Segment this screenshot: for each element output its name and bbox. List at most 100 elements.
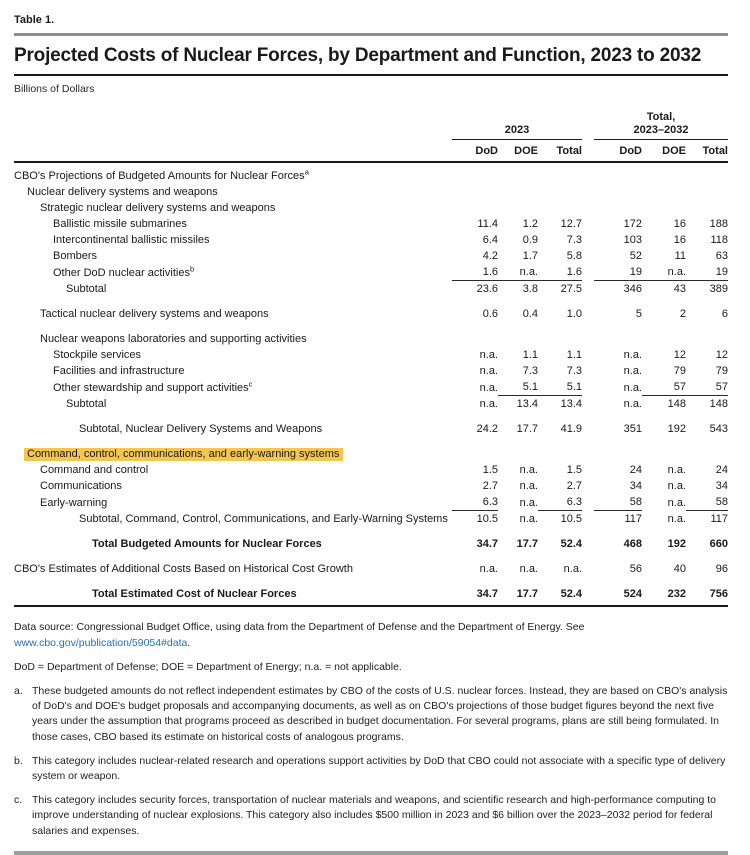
value-total-2023: 7.3 (566, 365, 582, 378)
column-group-line2: 2023 (504, 123, 530, 136)
footnote-text: These budgeted amounts do not reflect in… (32, 684, 728, 743)
row-label-cell: Early-warning (14, 495, 452, 511)
row-label: Subtotal, Command, Control, Communicatio… (79, 513, 448, 526)
col-header-dod-total: DoD (619, 145, 642, 158)
value-total-2023: 52.4 (560, 538, 582, 551)
value-dod-total: n.a. (623, 382, 642, 395)
value-doe-total: n.a. (667, 480, 686, 493)
row-label-cell: Bombers (14, 248, 452, 264)
value-dod-2023: n.a. (479, 398, 498, 411)
value-total-2023: 1.6 (538, 264, 582, 282)
value-dod-2023: 10.5 (476, 513, 498, 526)
table-row: Command and control 1.5 n.a. 1.5 24 n.a.… (14, 462, 728, 478)
value-total-2023: 5.8 (566, 250, 582, 263)
data-source-period: . (187, 636, 191, 649)
row-label: Early-warning (40, 497, 108, 510)
value-dod-2023: 2.7 (482, 480, 498, 493)
row-label-cell: Command and control (14, 462, 452, 478)
value-total-total: 6 (721, 308, 728, 321)
table-footer: Data source: Congressional Budget Office… (14, 620, 728, 855)
value-total-total: 63 (715, 250, 728, 263)
table-row: Total Estimated Cost of Nuclear Forces 3… (14, 586, 728, 608)
value-dod-2023: 6.4 (482, 234, 498, 247)
value-total-total: 58 (686, 494, 728, 512)
row-label: Command, control, communications, and ea… (24, 448, 344, 462)
row-label: Communications (40, 480, 122, 493)
row-label: Stockpile services (53, 349, 142, 362)
row-label-cell: Intercontinental ballistic missiles (14, 232, 452, 248)
value-dod-total: 5 (635, 308, 642, 321)
column-header-row: DoD DOE Total DoD DOE Total (14, 140, 728, 164)
value-doe-total: n.a. (667, 513, 686, 526)
value-dod-2023: n.a. (479, 365, 498, 378)
table-row: Stockpile services n.a. 1.1 1.1 n.a. 12 … (14, 347, 728, 363)
row-label-cell: Total Budgeted Amounts for Nuclear Force… (14, 536, 452, 552)
value-dod-2023: 24.2 (476, 423, 498, 436)
top-divider-rule (14, 33, 728, 36)
footnote-marker: c (248, 379, 253, 389)
value-doe-2023: n.a. (498, 264, 538, 282)
footnote-marker: b (189, 264, 195, 274)
bottom-divider-rule (14, 850, 728, 855)
value-dod-2023: 0.6 (482, 308, 498, 321)
col-header-doe-2023: DOE (514, 145, 538, 158)
row-label: CBO's Estimates of Additional Costs Base… (14, 563, 353, 576)
row-label: Total Estimated Cost of Nuclear Forces (92, 588, 297, 601)
data-source-link[interactable]: www.cbo.gov/publication/59054#data (14, 636, 188, 649)
value-doe-total: 11 (674, 250, 686, 263)
footnote-marker: a (304, 167, 309, 177)
footnote-b: b. This category includes nuclear-relate… (14, 754, 728, 784)
value-doe-2023: 17.7 (516, 538, 538, 551)
value-total-total: 57 (686, 379, 728, 397)
footnote-marker: c. (14, 794, 23, 807)
row-label: Subtotal (66, 283, 107, 296)
row-label: Ballistic missile submarines (53, 218, 187, 231)
value-dod-total: 346 (623, 283, 642, 296)
value-dod-total: 56 (629, 563, 642, 576)
value-total-total: 543 (709, 423, 728, 436)
row-label-cell: Other stewardship and support activities… (14, 380, 452, 396)
value-total-2023: 7.3 (566, 234, 582, 247)
table-row: Nuclear delivery systems and weapons (14, 184, 728, 200)
value-total-total: 24 (715, 464, 728, 477)
value-doe-2023: n.a. (519, 513, 538, 526)
value-doe-2023: 17.7 (516, 423, 538, 436)
value-dod-2023: 6.3 (452, 494, 498, 512)
value-total-total: 96 (715, 563, 728, 576)
value-doe-2023: 5.1 (498, 379, 538, 397)
value-total-total: 148 (709, 398, 728, 411)
title-divider-rule (14, 74, 728, 76)
footnote-c: c. This category includes security force… (14, 793, 728, 839)
table-row: Ballistic missile submarines 11.4 1.2 12… (14, 216, 728, 232)
row-label: Intercontinental ballistic missiles (53, 234, 210, 247)
footnote-text: This category includes security forces, … (32, 794, 717, 837)
value-total-2023: 1.0 (566, 308, 582, 321)
value-doe-total: 40 (673, 563, 686, 576)
value-doe-total: n.a. (667, 497, 686, 510)
value-doe-total: 192 (667, 538, 686, 551)
row-label: Subtotal, Nuclear Delivery Systems and W… (79, 423, 323, 436)
value-doe-2023: n.a. (519, 497, 538, 510)
value-total-2023: 6.3 (538, 494, 582, 512)
value-total-total: 34 (715, 480, 728, 493)
data-source-text: Data source: Congressional Budget Office… (14, 621, 585, 634)
value-total-2023: 27.5 (560, 283, 582, 296)
row-label-cell: CBO's Projections of Budgeted Amounts fo… (14, 168, 452, 184)
table-row: Bombers 4.2 1.7 5.8 52 11 63 (14, 248, 728, 264)
row-label: Total Budgeted Amounts for Nuclear Force… (92, 538, 322, 551)
value-doe-2023: n.a. (519, 480, 538, 493)
value-doe-total: n.a. (667, 464, 686, 477)
data-source-line: Data source: Congressional Budget Office… (14, 620, 728, 650)
table-row: Subtotal n.a. 13.4 13.4 n.a. 148 148 (14, 396, 728, 412)
row-label: Tactical nuclear delivery systems and we… (40, 308, 269, 321)
page-title: Projected Costs of Nuclear Forces, by De… (14, 45, 702, 66)
value-dod-total: 34 (629, 480, 642, 493)
value-total-total: 19 (686, 264, 728, 282)
row-label-cell: Communications (14, 478, 452, 494)
value-total-2023: 41.9 (560, 423, 582, 436)
row-label-cell: Subtotal (14, 281, 452, 297)
table-row: Communications 2.7 n.a. 2.7 34 n.a. 34 (14, 478, 728, 494)
table-row: CBO's Estimates of Additional Costs Base… (14, 561, 728, 577)
value-doe-2023: 7.3 (522, 365, 538, 378)
